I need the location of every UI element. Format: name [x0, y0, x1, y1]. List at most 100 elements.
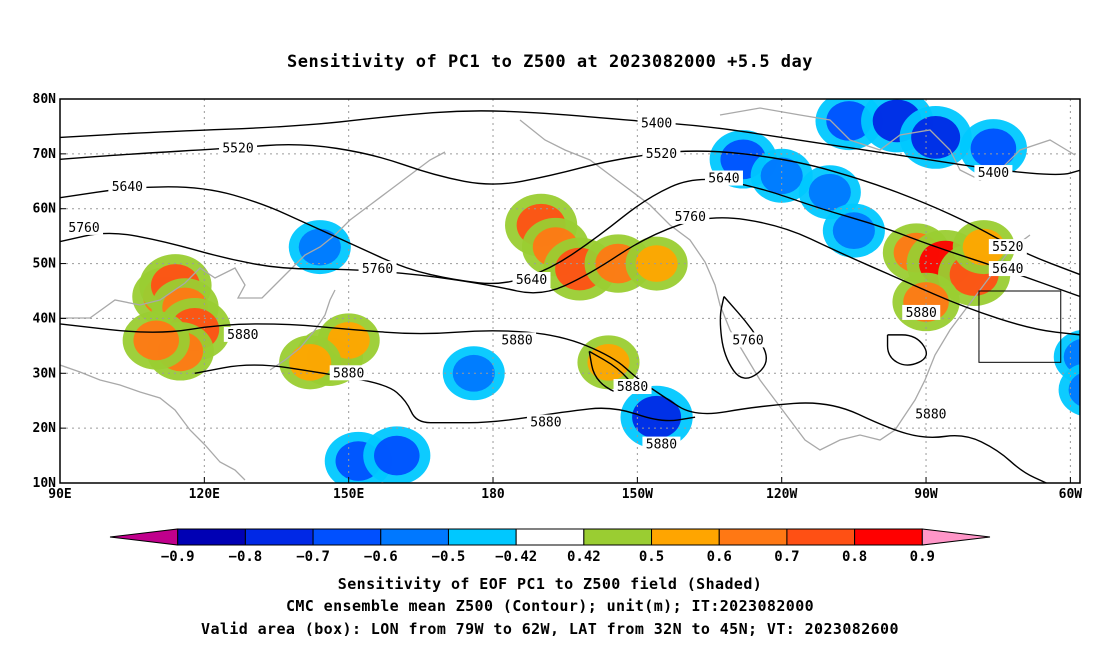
sensitivity-blob — [952, 220, 1015, 275]
north-america-coastline — [519, 119, 1031, 451]
contour-label-bg — [358, 261, 397, 277]
x-tick-label: 90W — [914, 487, 938, 502]
contour-label: 5880 — [227, 328, 258, 343]
contour-label-bg — [988, 261, 1027, 277]
contour-5880 — [886, 334, 928, 366]
contour-label: 5760 — [362, 262, 393, 277]
colorbar-label: 0.9 — [910, 549, 935, 565]
contour-label-bg — [223, 326, 262, 342]
contour-label: 5760 — [732, 333, 763, 348]
colorbar — [109, 528, 991, 546]
colorbar-swatch — [718, 528, 788, 546]
colorbar-label: −0.6 — [364, 549, 398, 565]
contour-5880 — [60, 323, 1047, 483]
sensitivity-blob — [442, 346, 505, 401]
contour-label-bg — [329, 365, 368, 381]
longitude-tick-labels: 90E 120E 150E 180 150W 120W 90W 60W — [48, 477, 1082, 502]
map-plot-area: 5400 5400 5520 5520 5520 5640 5640 5640 5640 5760… — [33, 92, 1083, 502]
colorbar-swatch — [177, 528, 246, 546]
sensitivity-blob — [815, 99, 883, 151]
valid-area-box — [978, 290, 1062, 363]
figure-title: Sensitivity of PC1 to Z500 at 2023082000… — [287, 52, 813, 72]
y-tick-label: 60N — [33, 202, 57, 217]
asia-coastline — [60, 151, 446, 481]
y-tick-label: 10N — [33, 476, 57, 491]
colorbar-label: 0.6 — [707, 549, 732, 565]
colorbar-label: 0.5 — [639, 549, 664, 565]
contour-label: 5520 — [992, 240, 1023, 255]
colorbar-label: 0.42 — [567, 549, 601, 565]
contour-label-bg — [637, 115, 676, 131]
colorbar-swatch — [583, 528, 653, 546]
japan-coastline — [269, 289, 336, 371]
contour-label: 5880 — [906, 306, 937, 321]
sensitivity-blob — [1058, 364, 1080, 416]
contour-label-bg — [974, 165, 1013, 181]
contour-label: 5880 — [617, 380, 648, 395]
x-tick-label: 150W — [622, 487, 653, 502]
contour-label: 5880 — [501, 333, 532, 348]
y-tick-label: 70N — [33, 147, 57, 162]
contour-label-bg — [108, 178, 147, 194]
contour-label: 5880 — [333, 366, 364, 381]
colorbar-label: 0.7 — [774, 549, 799, 565]
contour-label-bg — [613, 379, 652, 394]
x-tick-label: 120W — [766, 487, 797, 502]
colorbar-swatch — [380, 528, 449, 546]
contour-label: 5640 — [516, 273, 547, 288]
contour-label-bg — [65, 219, 104, 235]
contour-label-bg — [642, 145, 681, 161]
x-tick-label: 90E — [48, 487, 71, 502]
contour-label: 5640 — [708, 172, 739, 187]
x-tick-label: 150E — [333, 487, 364, 502]
sensitivity-shading — [122, 99, 1080, 483]
contour-label-bg — [498, 332, 537, 348]
sensitivity-blob — [899, 105, 972, 169]
contour-label-bg — [642, 436, 681, 452]
caption-line-2: CMC ensemble mean Z500 (Contour); unit(m… — [286, 597, 814, 615]
sensitivity-blob — [625, 236, 688, 291]
contour-label: 5400 — [641, 117, 672, 132]
contour-label-bg — [512, 272, 551, 288]
contour-5520 — [60, 144, 1080, 276]
colorbar-swatch — [447, 528, 517, 546]
contour-label-bg — [902, 304, 941, 320]
contour-label: 5400 — [978, 166, 1009, 181]
colorbar-low-triangle — [109, 528, 179, 546]
colorbar-label: −0.7 — [296, 549, 330, 565]
contour-5760 — [719, 296, 767, 379]
y-tick-label: 80N — [33, 92, 57, 107]
contour-label-bg — [729, 332, 768, 348]
sensitivity-blob — [620, 385, 693, 449]
colorbar-swatch — [786, 528, 856, 546]
contour-5400 — [60, 110, 1080, 176]
sensitivity-blob — [959, 119, 1027, 178]
colorbar-swatch — [312, 528, 382, 546]
contour-label: 5640 — [992, 262, 1023, 277]
caption-line-1: Sensitivity of EOF PC1 to Z500 field (Sh… — [338, 575, 762, 593]
colorbar-swatch — [651, 528, 720, 546]
map-frame — [59, 98, 1081, 484]
contour-label: 5520 — [646, 147, 677, 162]
contour-labels: 5400 5400 5520 5520 5520 5640 5640 5640 5640 5760… — [65, 115, 1027, 453]
contour-label: 5760 — [68, 221, 99, 236]
colorbar-label: −0.42 — [495, 549, 537, 565]
x-tick-label: 180 — [481, 487, 505, 502]
y-tick-label: 40N — [33, 311, 57, 326]
contour-5760 — [60, 217, 1080, 336]
contour-label: 5520 — [222, 141, 253, 156]
latitude-tick-labels: 10N 20N 30N 40N 50N 60N 70N 80N — [33, 92, 66, 491]
sensitivity-blob — [363, 426, 431, 483]
sensitivity-blob — [122, 311, 190, 370]
coastlines — [60, 107, 1076, 481]
contour-label-bg — [671, 208, 710, 224]
y-tick-label: 30N — [33, 366, 57, 381]
colorbar-high-triangle — [921, 528, 991, 546]
y-tick-label: 20N — [33, 421, 57, 436]
y-tick-label: 50N — [33, 257, 57, 272]
colorbar-label: 0.8 — [842, 549, 867, 565]
contour-label: 5760 — [675, 210, 706, 225]
sensitivity-blob — [279, 335, 342, 390]
caption-line-3: Valid area (box): LON from 79W to 62W, L… — [201, 620, 899, 638]
